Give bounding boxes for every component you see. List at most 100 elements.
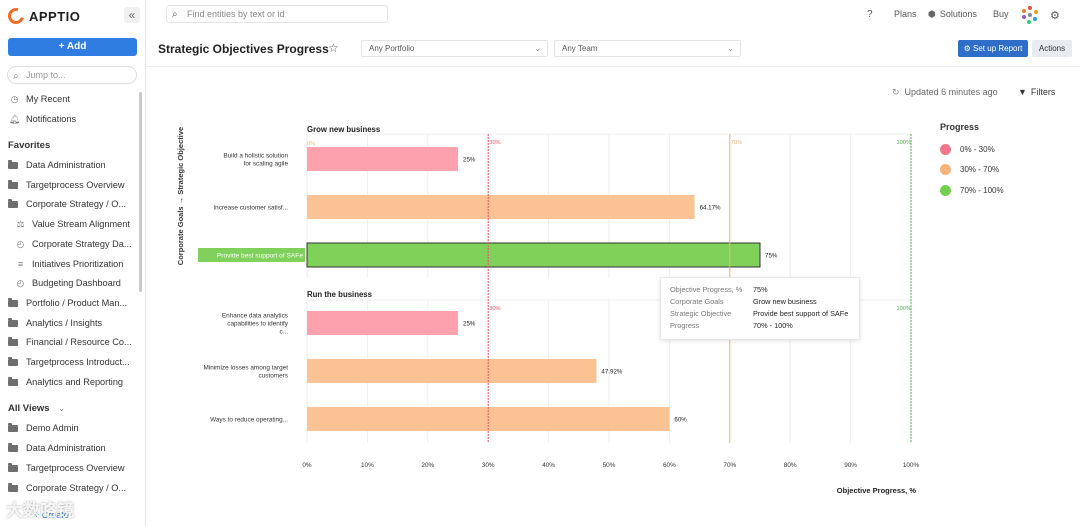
collapse-sidebar-icon[interactable]: «: [124, 7, 140, 23]
search-icon: ⌕: [172, 9, 178, 20]
bar-value-label: 60%: [674, 417, 687, 424]
category-label: Build a holistic solution: [223, 153, 288, 160]
favorite-item[interactable]: Data Administration: [8, 157, 106, 173]
buy-link[interactable]: Buy: [993, 9, 1009, 19]
view-item[interactable]: Targetprocess Overview: [8, 460, 125, 476]
threshold-label: 100%: [896, 140, 911, 146]
favorite-label: Analytics / Insights: [26, 318, 103, 328]
view-item[interactable]: Demo Admin: [8, 420, 79, 436]
search-placeholder: Find entities by text or id: [187, 9, 285, 19]
tooltip-value: Provide best support of SAFe: [753, 309, 849, 318]
favorite-label: Targetprocess Introduct...: [26, 357, 130, 367]
group-title: Grow new business: [307, 125, 381, 134]
favorite-item[interactable]: Targetprocess Overview: [8, 177, 125, 193]
watermark: 大数咯镜: [6, 501, 74, 520]
plans-link[interactable]: Plans: [894, 9, 917, 19]
sidebar-scrollbar[interactable]: [139, 92, 142, 292]
header-divider: [146, 66, 1080, 67]
global-search-input[interactable]: ⌕ Find entities by text or id: [166, 5, 388, 23]
create-button[interactable]: + Create: [34, 510, 69, 520]
view-item[interactable]: Data Administration: [8, 440, 106, 456]
portfolio-select[interactable]: Any Portfolio ⌄: [361, 40, 548, 57]
x-tick-label: 0%: [302, 462, 312, 469]
view-item[interactable]: Corporate Strategy / O...: [8, 480, 126, 496]
settings-sliders-icon[interactable]: ⚙: [1050, 10, 1060, 22]
all-views-heading[interactable]: All Views ⌄: [8, 403, 65, 414]
legend-dot: [940, 185, 951, 196]
favorite-item[interactable]: Corporate Strategy / O...: [8, 196, 126, 212]
legend-label: 70% - 100%: [960, 186, 1004, 195]
tooltip-value: Grow new business: [753, 297, 817, 306]
filters-label: Filters: [1030, 87, 1056, 97]
add-button[interactable]: + Add: [8, 38, 137, 56]
favorite-label: Financial / Resource Co...: [26, 337, 132, 347]
cube-icon: ⬢: [928, 9, 936, 19]
refresh-icon[interactable]: ↻: [892, 87, 900, 97]
bell-icon: 🔔︎: [8, 113, 21, 124]
category-label: Ways to reduce operating...: [210, 417, 288, 424]
bar: [307, 147, 458, 171]
help-icon[interactable]: ?: [867, 9, 873, 20]
favorite-item[interactable]: ◴ Budgeting Dashboard: [14, 275, 121, 291]
solutions-link[interactable]: ⬢ Solutions: [928, 9, 977, 20]
legend-item[interactable]: 70% - 100%: [940, 185, 1004, 196]
tooltip-row: Progress 70% - 100%: [670, 320, 850, 332]
gauge-icon: ◴: [16, 277, 25, 288]
favorite-item[interactable]: Portfolio / Product Man...: [8, 295, 127, 311]
search-icon: ⌕: [13, 71, 19, 82]
favorite-label: Data Administration: [26, 160, 106, 170]
bar: [307, 359, 597, 383]
top-bar: ⌕ Find entities by text or id ? Plans ⬢ S…: [146, 0, 1080, 30]
favorite-item[interactable]: ≡ Initiatives Prioritization: [14, 256, 124, 272]
favorite-label: Analytics and Reporting: [26, 377, 124, 387]
nav-my-recent[interactable]: ◷ My Recent: [8, 91, 70, 107]
folder-icon: [8, 442, 18, 452]
folder-open-icon: [8, 198, 18, 208]
team-select[interactable]: Any Team ⌄: [554, 40, 741, 57]
bar-value-label: 75%: [765, 253, 778, 260]
setup-report-button[interactable]: ⚙ Set up Report: [958, 40, 1028, 57]
x-tick-label: 80%: [784, 462, 797, 469]
view-label: Corporate Strategy / O...: [26, 483, 127, 493]
page-title: Strategic Objectives Progress: [158, 42, 329, 56]
bar-value-label: 47.92%: [601, 369, 622, 376]
updated-status: ↻ Updated 6 minutes ago: [892, 87, 998, 98]
scales-icon: ⚖: [16, 218, 25, 229]
x-tick-label: 60%: [663, 462, 676, 469]
x-tick-label: 90%: [844, 462, 857, 469]
favorite-item[interactable]: Analytics / Insights: [8, 315, 102, 331]
tooltip-key: Corporate Goals: [670, 297, 724, 306]
x-tick-label: 30%: [482, 462, 495, 469]
apptio-logo[interactable]: APPTIO: [5, 5, 81, 27]
favorite-item[interactable]: Financial / Resource Co...: [8, 334, 132, 350]
solutions-label: Solutions: [939, 9, 977, 19]
x-tick-label: 100%: [903, 462, 920, 469]
avatar-icon: [1022, 6, 1038, 24]
nav-notifications[interactable]: 🔔︎ Notifications: [8, 111, 76, 127]
x-tick-label: 20%: [421, 462, 434, 469]
portfolio-select-value: Any Portfolio: [369, 44, 415, 53]
folder-icon: [8, 159, 18, 169]
logo-text: APPTIO: [29, 8, 81, 24]
filters-button[interactable]: ▼ Filters: [1018, 87, 1055, 97]
legend-item[interactable]: 0% - 30%: [940, 144, 995, 155]
user-avatar[interactable]: [1020, 5, 1040, 27]
folder-icon: [8, 482, 18, 492]
favorite-star-icon[interactable]: ☆: [328, 41, 339, 55]
favorite-item[interactable]: ⚖ Value Stream Alignment: [14, 216, 129, 232]
legend-label: 30% - 70%: [960, 165, 1000, 174]
y-axis-label: Corporate Goals → Strategic Objective: [176, 127, 185, 265]
jump-to-input[interactable]: ⌕ Jump to...: [7, 66, 137, 84]
legend-label: 0% - 30%: [960, 145, 995, 154]
favorites-heading[interactable]: Favorites: [8, 140, 51, 151]
favorite-item[interactable]: ◴ Corporate Strategy Da...: [14, 236, 132, 252]
actions-button[interactable]: Actions: [1032, 40, 1072, 57]
favorite-item[interactable]: Analytics and Reporting: [8, 374, 123, 390]
bar-value-label: 25%: [463, 321, 476, 328]
x-tick-label: 50%: [603, 462, 616, 469]
favorite-item[interactable]: Targetprocess Introduct...: [8, 354, 130, 370]
gauge-icon: ◴: [16, 238, 25, 249]
legend-item[interactable]: 30% - 70%: [940, 164, 999, 175]
